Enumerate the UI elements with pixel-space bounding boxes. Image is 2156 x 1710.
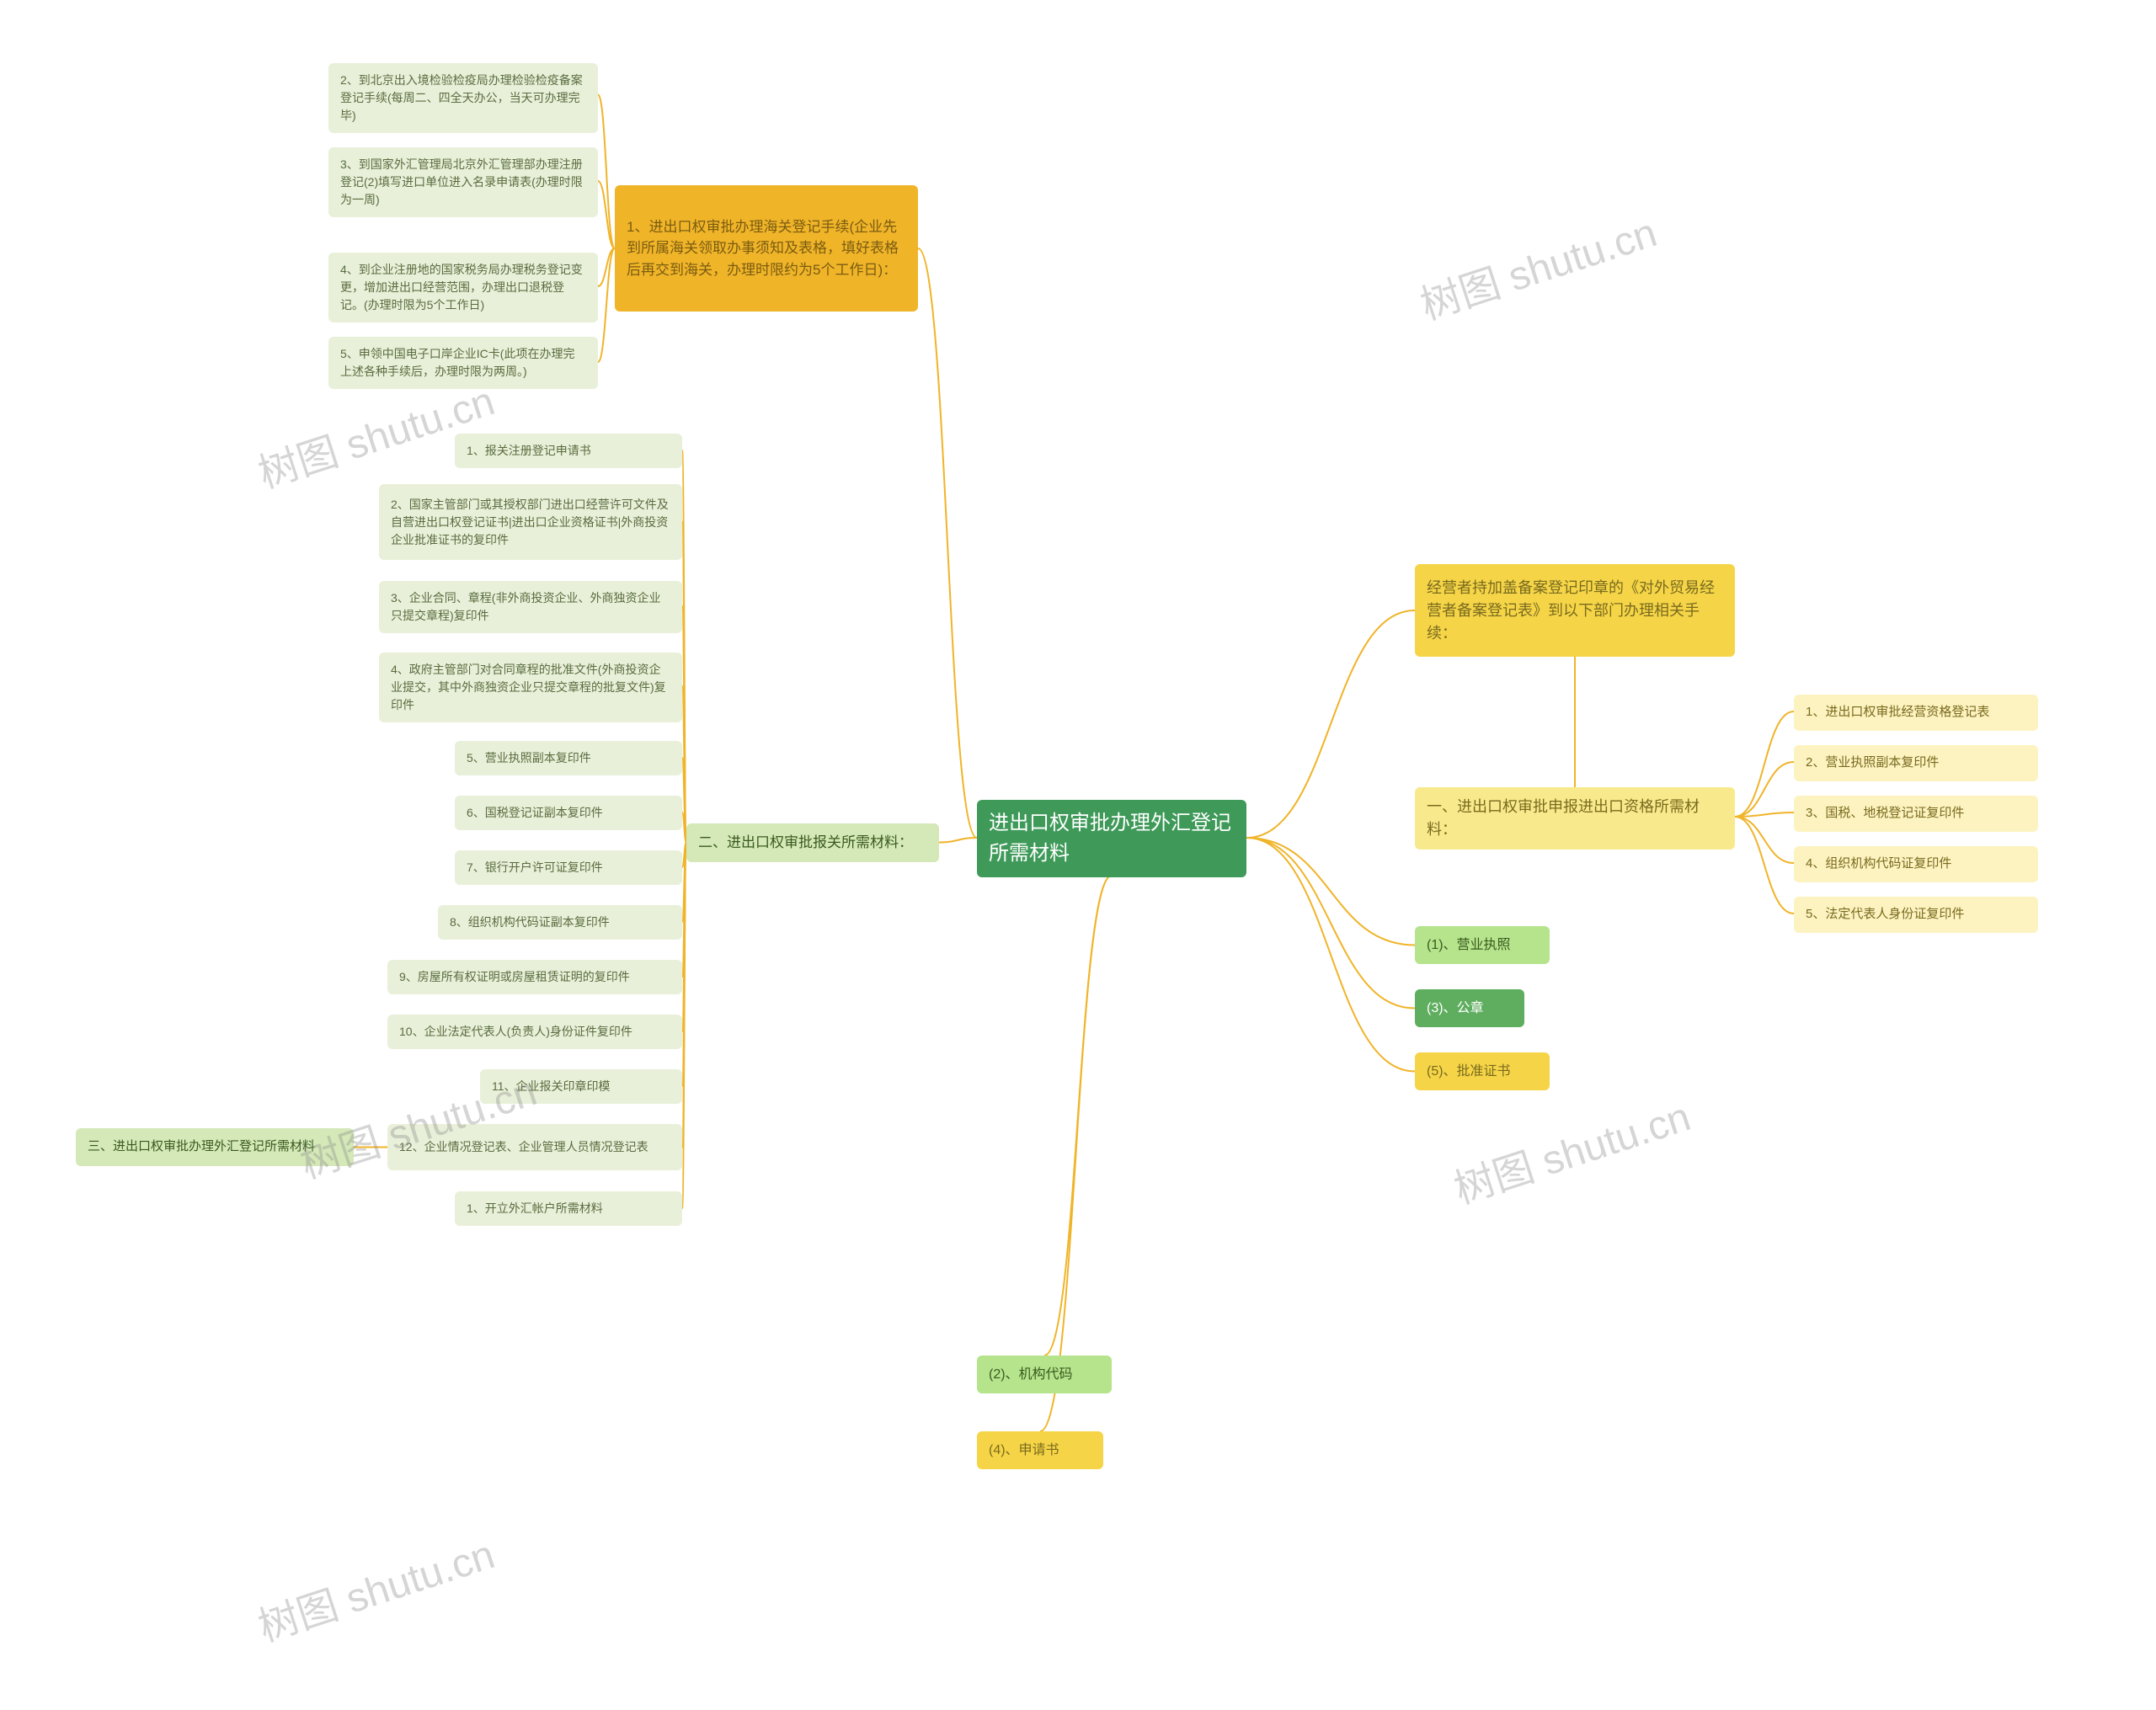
left-s2-item: 1、报关注册登记申请书 <box>455 434 682 468</box>
center-node: 进出口权审批办理外汇登记所需材料 <box>977 800 1246 877</box>
left-s2-item: 2、国家主管部门或其授权部门进出口经营许可文件及自营进出口权登记证书|进出口企业… <box>379 484 682 560</box>
left-s2-item: 6、国税登记证副本复印件 <box>455 796 682 830</box>
watermark: 树图 shutu.cn <box>1412 200 1662 331</box>
right-s1-item: 3、国税、地税登记证复印件 <box>1794 796 2038 832</box>
right-s1-item: 2、营业执照副本复印件 <box>1794 745 2038 781</box>
right-extra: (5)、批准证书 <box>1415 1052 1550 1090</box>
right-extra: (3)、公章 <box>1415 989 1524 1027</box>
left-s2-item: 4、政府主管部门对合同章程的批准文件(外商投资企业提交，其中外商独资企业只提交章… <box>379 653 682 722</box>
right-extra: (2)、机构代码 <box>977 1356 1112 1393</box>
left-s2-item: 1、开立外汇帐户所需材料 <box>455 1191 682 1226</box>
left-s2-item: 8、组织机构代码证副本复印件 <box>438 905 682 940</box>
left-s2-item: 3、企业合同、章程(非外商投资企业、外商独资企业只提交章程)复印件 <box>379 581 682 633</box>
left-s2-item: 9、房屋所有权证明或房屋租赁证明的复印件 <box>387 960 682 994</box>
left-step1-sub: 5、申领中国电子口岸企业IC卡(此项在办理完上述各种手续后，办理时限为两周。) <box>328 337 598 389</box>
left-s2-item: 11、企业报关印章印模 <box>480 1069 682 1104</box>
left-step1-sub: 4、到企业注册地的国家税务局办理税务登记变更，增加进出口经营范围，办理出口退税登… <box>328 253 598 322</box>
left-section3: 三、进出口权审批办理外汇登记所需材料 <box>76 1128 354 1166</box>
left-section2-title: 二、进出口权审批报关所需材料： <box>686 823 939 862</box>
right-header: 经营者持加盖备案登记印章的《对外贸易经营者备案登记表》到以下部门办理相关手续： <box>1415 564 1735 657</box>
watermark: 树图 shutu.cn <box>1445 1084 1696 1215</box>
left-step1-title: 1、进出口权审批办理海关登记手续(企业先到所属海关领取办事须知及表格，填好表格后… <box>615 185 918 312</box>
watermark: 树图 shutu.cn <box>249 1521 500 1653</box>
right-s1-item: 5、法定代表人身份证复印件 <box>1794 897 2038 933</box>
left-s2-item: 10、企业法定代表人(负责人)身份证件复印件 <box>387 1015 682 1049</box>
right-extra: (1)、营业执照 <box>1415 926 1550 964</box>
right-s1-item: 4、组织机构代码证复印件 <box>1794 846 2038 882</box>
left-step1-sub: 3、到国家外汇管理局北京外汇管理部办理注册登记(2)填写进口单位进入名录申请表(… <box>328 147 598 217</box>
right-section1-title: 一、进出口权审批申报进出口资格所需材料： <box>1415 787 1735 850</box>
right-extra: (4)、申请书 <box>977 1431 1103 1469</box>
left-s2-item: 12、企业情况登记表、企业管理人员情况登记表 <box>387 1124 682 1170</box>
left-s2-item: 5、营业执照副本复印件 <box>455 741 682 775</box>
left-s2-item: 7、银行开户许可证复印件 <box>455 850 682 885</box>
left-step1-sub: 2、到北京出入境检验检疫局办理检验检疫备案登记手续(每周二、四全天办公，当天可办… <box>328 63 598 133</box>
right-s1-item: 1、进出口权审批经营资格登记表 <box>1794 695 2038 731</box>
